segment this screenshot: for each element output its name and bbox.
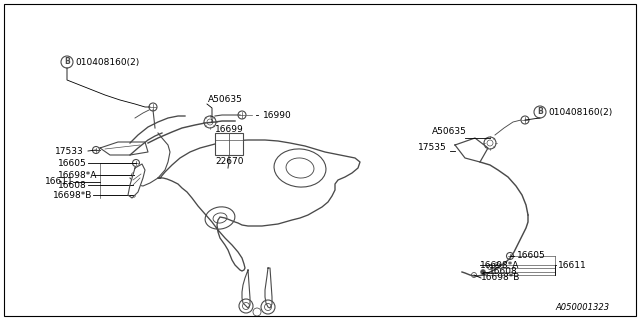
Text: B: B	[537, 108, 543, 116]
Text: A50635: A50635	[208, 95, 243, 105]
Text: 16611: 16611	[558, 260, 587, 269]
Text: 16605: 16605	[58, 158, 87, 167]
Text: A050001323: A050001323	[556, 303, 610, 312]
Circle shape	[131, 182, 136, 188]
Text: 16605: 16605	[517, 252, 546, 260]
Text: 16990: 16990	[263, 110, 292, 119]
Text: 16698*B: 16698*B	[481, 274, 520, 283]
Text: 010408160(2): 010408160(2)	[548, 108, 612, 116]
Text: 16698*A: 16698*A	[480, 260, 520, 269]
Text: 16698*B: 16698*B	[53, 190, 92, 199]
Bar	[215, 133, 243, 155]
Text: 16608: 16608	[489, 268, 518, 276]
Text: 17535: 17535	[418, 143, 447, 153]
Circle shape	[496, 264, 498, 266]
Text: A50635: A50635	[432, 127, 467, 137]
Circle shape	[133, 174, 135, 176]
Text: 22670: 22670	[215, 157, 243, 166]
Polygon shape	[100, 142, 148, 155]
Text: 010408160(2): 010408160(2)	[75, 58, 140, 67]
Circle shape	[481, 269, 486, 275]
Text: 17533: 17533	[55, 147, 84, 156]
Text: 16608: 16608	[58, 180, 87, 189]
Text: 16611: 16611	[45, 178, 74, 187]
Polygon shape	[128, 164, 145, 198]
Text: 16698*A: 16698*A	[58, 171, 97, 180]
Text: B: B	[64, 58, 70, 67]
Text: 16699: 16699	[215, 125, 244, 134]
